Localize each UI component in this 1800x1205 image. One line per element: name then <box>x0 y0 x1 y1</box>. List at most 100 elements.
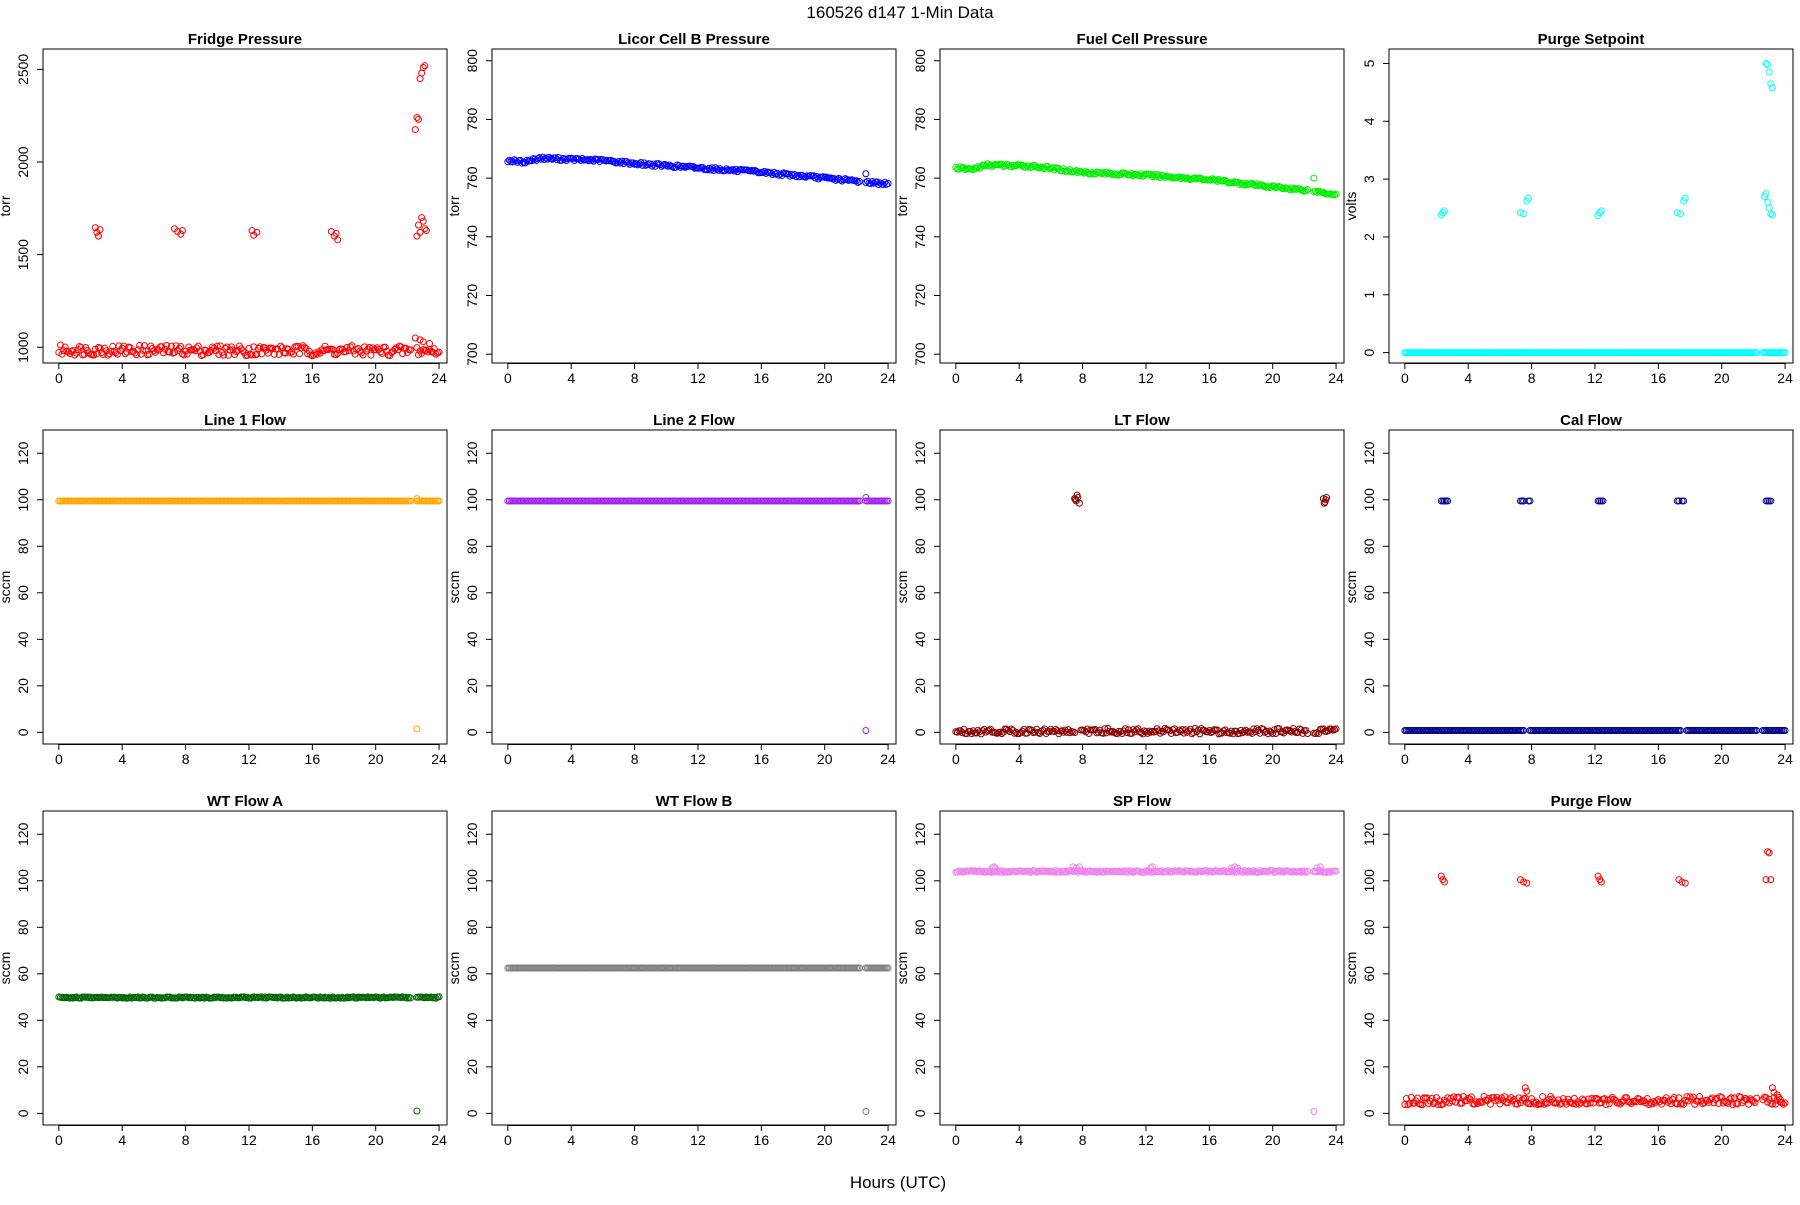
data-point <box>1300 867 1308 875</box>
y-tick-label: 3 <box>1361 175 1377 183</box>
data-point <box>1112 171 1120 179</box>
data-point <box>178 227 186 235</box>
x-tick-label: 8 <box>1528 1132 1536 1148</box>
data-point <box>120 342 128 350</box>
data-point <box>407 346 415 354</box>
data-point <box>789 171 797 179</box>
data-point <box>1313 864 1321 872</box>
data-point <box>1762 876 1770 884</box>
data-point <box>1781 1099 1789 1107</box>
data-point <box>635 160 643 168</box>
data-point <box>1768 1084 1776 1092</box>
x-tick-label: 0 <box>1401 370 1409 386</box>
data-point <box>509 158 517 166</box>
x-tick-label: 12 <box>241 751 257 767</box>
data-point <box>1254 868 1262 876</box>
data-point <box>66 994 74 1002</box>
data-point <box>1332 190 1340 198</box>
data-point <box>163 341 171 349</box>
x-axis: 0 4 8 12 16 20 24 <box>504 744 896 767</box>
data-point <box>1204 728 1212 736</box>
panel-sp-flow: SP Flow sccm 0 4 8 12 16 20 24 0 20 40 60 80 100 120 <box>894 793 1345 1148</box>
x-tick-label: 12 <box>1138 370 1154 386</box>
data-point <box>1778 1099 1786 1107</box>
data-points <box>504 153 892 189</box>
x-tick-label: 20 <box>1714 751 1730 767</box>
y-axis-label: sccm <box>894 571 910 604</box>
data-point <box>1224 728 1232 736</box>
data-point <box>1434 1101 1442 1109</box>
data-point <box>1147 864 1155 872</box>
figure-xlabel: Hours (UTC) <box>850 1173 946 1192</box>
data-point <box>1680 497 1688 505</box>
figure-title: 160526 d147 1-Min Data <box>806 3 994 22</box>
data-point <box>1167 729 1175 737</box>
plot-frame <box>1388 429 1794 745</box>
y-tick-label: 80 <box>912 919 928 935</box>
x-tick-label: 24 <box>431 1132 447 1148</box>
data-point <box>343 343 351 351</box>
data-point <box>432 994 440 1002</box>
data-point <box>1066 729 1074 737</box>
data-points <box>952 863 1340 1116</box>
y-tick-label: 100 <box>464 869 480 893</box>
data-points <box>55 993 443 1115</box>
data-point <box>1310 1108 1318 1116</box>
data-point <box>167 342 175 350</box>
y-tick-label: 60 <box>912 585 928 601</box>
data-point <box>1319 189 1327 197</box>
x-tick-label: 16 <box>1202 370 1218 386</box>
data-point <box>1304 185 1312 193</box>
x-axis: 0 4 8 12 16 20 24 <box>1401 363 1793 386</box>
data-point <box>402 344 410 352</box>
data-point <box>713 165 721 173</box>
data-point <box>1664 1098 1672 1106</box>
data-point <box>139 346 147 354</box>
x-tick-label: 16 <box>1651 370 1667 386</box>
x-tick-label: 0 <box>504 751 512 767</box>
y-tick-label: 80 <box>1361 919 1377 935</box>
x-axis: 0 4 8 12 16 20 24 <box>504 363 896 386</box>
y-tick-label: 100 <box>1361 488 1377 512</box>
x-tick-label: 0 <box>55 751 63 767</box>
y-tick-label: 40 <box>912 631 928 647</box>
y-tick-label: 120 <box>1361 441 1377 465</box>
x-tick-label: 12 <box>1587 751 1603 767</box>
data-point <box>558 156 566 164</box>
data-point <box>1058 727 1066 735</box>
x-axis: 0 4 8 12 16 20 24 <box>952 744 1344 767</box>
data-point <box>854 178 862 186</box>
y-axis: 1000 1500 2000 2500 <box>15 54 43 363</box>
x-tick-label: 12 <box>690 370 706 386</box>
data-point <box>264 349 272 357</box>
data-point <box>743 166 751 174</box>
data-points <box>55 62 443 360</box>
x-tick-label: 0 <box>55 1132 63 1148</box>
x-tick-label: 8 <box>1528 370 1536 386</box>
data-point <box>1781 727 1789 735</box>
data-point <box>421 225 429 233</box>
x-tick-label: 20 <box>1265 751 1281 767</box>
x-tick-label: 8 <box>182 751 190 767</box>
x-tick-label: 24 <box>1328 370 1344 386</box>
data-point <box>1675 497 1683 505</box>
data-point <box>1719 1099 1727 1107</box>
x-tick-label: 0 <box>504 370 512 386</box>
data-point <box>862 727 870 735</box>
x-tick-label: 4 <box>1464 370 1472 386</box>
data-point <box>205 348 213 356</box>
y-tick-label: 5 <box>1361 59 1377 67</box>
x-tick-label: 12 <box>241 1132 257 1148</box>
data-point <box>862 179 870 187</box>
x-tick-label: 8 <box>182 370 190 386</box>
y-tick-label: 0 <box>1361 1109 1377 1117</box>
y-tick-label: 120 <box>15 441 31 465</box>
data-point <box>1240 181 1248 189</box>
panel-title: SP Flow <box>1113 793 1171 810</box>
y-axis: 0 20 40 60 80 100 120 <box>464 441 492 736</box>
data-point <box>1132 170 1140 178</box>
y-tick-label: 100 <box>15 488 31 512</box>
data-point <box>1327 725 1335 733</box>
data-point <box>1496 1100 1504 1108</box>
